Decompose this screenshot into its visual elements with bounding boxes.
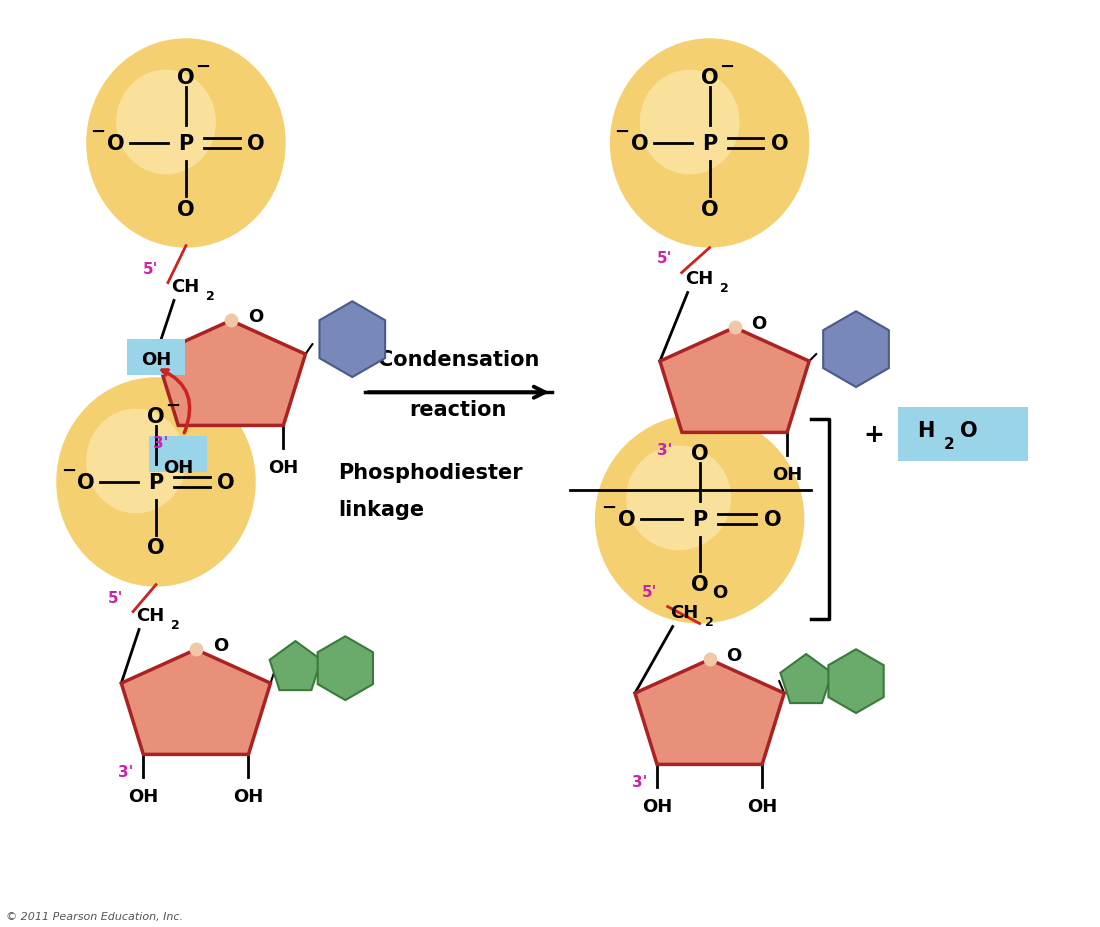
Text: 2: 2: [719, 282, 728, 295]
Text: OH: OH: [747, 797, 778, 816]
Polygon shape: [270, 641, 321, 691]
Text: OH: OH: [163, 459, 194, 476]
Ellipse shape: [86, 409, 186, 514]
Text: OH: OH: [233, 787, 264, 806]
Text: −: −: [196, 57, 210, 75]
Text: Phosphodiester: Phosphodiester: [339, 463, 524, 482]
Text: 2: 2: [206, 290, 214, 303]
Text: O: O: [763, 509, 781, 529]
Text: −: −: [60, 462, 76, 479]
Polygon shape: [635, 660, 784, 765]
FancyBboxPatch shape: [128, 340, 185, 375]
Ellipse shape: [640, 70, 739, 175]
Text: H: H: [917, 421, 935, 440]
Text: O: O: [701, 69, 718, 88]
Text: P: P: [178, 133, 194, 154]
Text: O: O: [960, 421, 978, 440]
Text: 3': 3': [118, 765, 133, 780]
Text: © 2011 Pearson Education, Inc.: © 2011 Pearson Education, Inc.: [7, 910, 184, 921]
Text: P: P: [692, 509, 707, 529]
Text: OH: OH: [141, 351, 172, 369]
Polygon shape: [156, 321, 306, 425]
FancyBboxPatch shape: [898, 408, 1027, 462]
Text: P: P: [702, 133, 717, 154]
Text: 2: 2: [170, 618, 179, 631]
Polygon shape: [319, 302, 385, 377]
FancyBboxPatch shape: [150, 437, 207, 473]
Text: O: O: [77, 473, 95, 492]
Text: O: O: [217, 473, 234, 492]
Text: O: O: [771, 133, 789, 154]
Text: −: −: [719, 57, 734, 75]
Text: O: O: [248, 308, 263, 326]
Ellipse shape: [86, 39, 286, 248]
Polygon shape: [828, 650, 883, 713]
Ellipse shape: [626, 446, 732, 551]
Text: O: O: [751, 315, 767, 333]
Text: −: −: [614, 123, 629, 141]
Text: 2: 2: [944, 436, 955, 451]
Text: −: −: [90, 123, 106, 141]
Polygon shape: [823, 311, 889, 387]
Text: CH: CH: [684, 269, 713, 287]
Text: OH: OH: [772, 465, 802, 484]
Text: 3': 3': [657, 443, 672, 458]
Text: linkage: linkage: [339, 500, 425, 519]
Text: O: O: [727, 647, 741, 665]
Text: −: −: [602, 499, 616, 516]
Ellipse shape: [609, 39, 810, 248]
Text: O: O: [631, 133, 649, 154]
Polygon shape: [318, 637, 373, 700]
Text: CH: CH: [136, 606, 164, 624]
Text: O: O: [177, 69, 195, 88]
Text: 5': 5': [657, 250, 672, 265]
Ellipse shape: [56, 378, 255, 587]
Text: O: O: [147, 407, 165, 427]
Polygon shape: [121, 650, 271, 755]
Text: +: +: [864, 423, 884, 447]
Text: 3': 3': [631, 775, 647, 790]
Text: CH: CH: [670, 603, 697, 621]
Text: O: O: [618, 509, 636, 529]
Text: 3': 3': [153, 436, 168, 451]
Text: 2: 2: [705, 616, 714, 629]
Text: O: O: [177, 199, 195, 220]
Polygon shape: [660, 328, 810, 433]
Text: O: O: [213, 637, 228, 654]
Text: O: O: [246, 133, 265, 154]
Text: O: O: [147, 538, 165, 558]
Text: OH: OH: [268, 459, 298, 476]
Text: OH: OH: [642, 797, 672, 816]
Text: −: −: [165, 396, 180, 414]
Text: 5': 5': [641, 584, 657, 599]
Text: P: P: [148, 473, 164, 492]
Text: 5': 5': [143, 261, 158, 276]
Ellipse shape: [117, 70, 216, 175]
Text: O: O: [691, 444, 708, 464]
Text: OH: OH: [129, 787, 158, 806]
Text: O: O: [108, 133, 125, 154]
Polygon shape: [780, 654, 832, 704]
Ellipse shape: [595, 414, 804, 624]
Text: O: O: [701, 199, 718, 220]
Text: O: O: [712, 583, 727, 601]
Text: reaction: reaction: [409, 400, 507, 420]
Text: O: O: [691, 575, 708, 595]
Text: 5': 5': [108, 590, 123, 605]
Text: CH: CH: [170, 277, 199, 295]
Text: Condensation: Condensation: [377, 349, 539, 370]
